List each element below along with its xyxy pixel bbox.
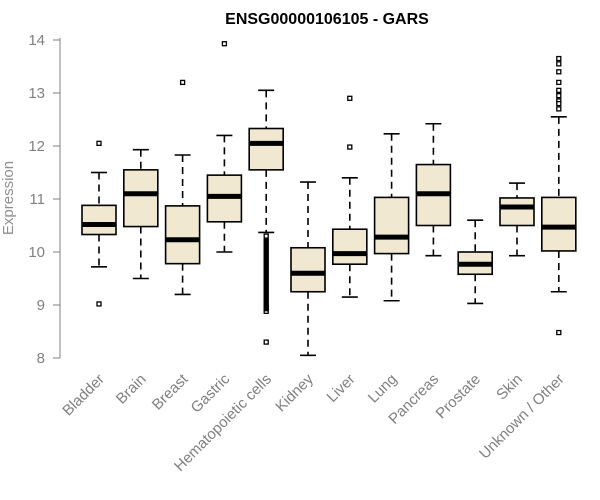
outlier-point: [221, 41, 228, 47]
y-tick-label: 14: [28, 32, 45, 49]
box-group: [206, 41, 243, 253]
outlier-point: [263, 339, 269, 345]
box-group: [164, 79, 201, 296]
box-group: [81, 140, 117, 307]
outlier-point: [263, 233, 269, 239]
outlier-point: [556, 87, 562, 93]
y-tick-label: 12: [28, 138, 45, 155]
box-iqr: [373, 196, 410, 255]
box-iqr: [540, 196, 577, 252]
chart-title: ENSG00000106105 - GARS: [225, 11, 429, 28]
outlier-point: [556, 79, 562, 86]
x-category-label: Breast: [149, 370, 192, 413]
outlier-point: [347, 144, 353, 150]
y-tick-label: 11: [29, 191, 45, 208]
outlier-point: [556, 106, 562, 112]
y-axis-ticks: 8 9 10 11 12 13 14: [28, 32, 60, 367]
box-iqr: [331, 228, 368, 265]
outlier-point: [556, 69, 562, 75]
box-group: [540, 55, 577, 336]
outlier-point: [556, 61, 562, 67]
outlier-point: [556, 93, 562, 99]
x-category-label: Bladder: [59, 371, 108, 420]
outlier-point: [556, 100, 562, 107]
box-group: [331, 95, 368, 298]
x-category-label: Liver: [324, 371, 359, 406]
x-category-label: Skin: [493, 371, 526, 404]
y-axis-title: Expression: [0, 161, 17, 235]
outlier-point: [96, 140, 102, 147]
box-iqr: [123, 169, 159, 228]
y-tick-label: 9: [37, 297, 45, 314]
box-series: [81, 41, 577, 357]
x-category-label: Lung: [365, 371, 401, 407]
x-category-label: Kidney: [272, 370, 317, 415]
box-group: [499, 182, 535, 257]
outlier-point: [556, 55, 562, 62]
box-iqr: [81, 204, 117, 236]
y-tick-label: 10: [28, 244, 45, 261]
box-iqr: [499, 197, 535, 227]
box-group: [415, 122, 452, 257]
y-tick-label: 13: [28, 85, 45, 102]
box-iqr: [290, 246, 326, 293]
box-group: [123, 148, 159, 280]
outlier-cluster: [263, 238, 269, 312]
box-group: [457, 219, 494, 305]
x-category-label: Prostate: [432, 371, 484, 423]
box-iqr: [248, 127, 284, 171]
outlier-point: [96, 301, 102, 307]
y-tick-label: 8: [37, 350, 45, 367]
x-category-label: Brain: [113, 371, 150, 408]
box-group: [290, 181, 326, 357]
outlier-point: [347, 95, 353, 101]
box-iqr: [164, 205, 201, 265]
outlier-point: [179, 79, 186, 86]
outlier-point: [556, 329, 562, 336]
box-group: [373, 133, 410, 302]
